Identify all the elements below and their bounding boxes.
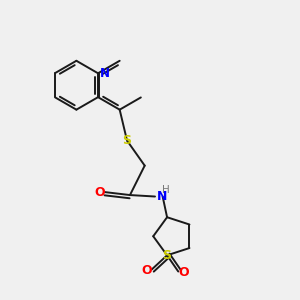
- Text: O: O: [178, 266, 189, 279]
- Text: N: N: [157, 190, 167, 203]
- Text: S: S: [163, 249, 172, 262]
- Text: O: O: [141, 264, 152, 277]
- Text: H: H: [162, 185, 170, 195]
- Text: N: N: [100, 67, 110, 80]
- Text: S: S: [122, 134, 131, 147]
- Text: O: O: [94, 186, 105, 199]
